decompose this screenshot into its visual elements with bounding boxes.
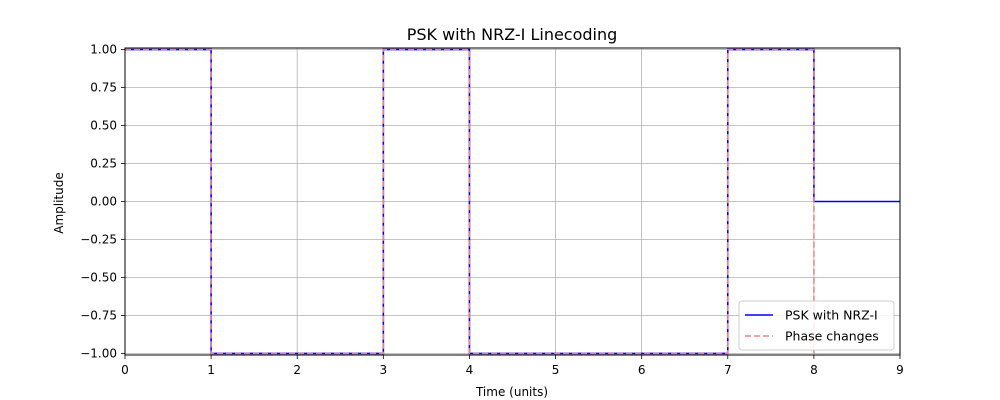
y-tick-label: 0.50 bbox=[90, 119, 117, 133]
chart-title: PSK with NRZ-I Linecoding bbox=[407, 25, 618, 44]
x-tick-label: 1 bbox=[207, 363, 215, 377]
axis-ticks: 0 1 2 3 4 5 6 7 8 9 1.00 0.75 0.50 0.25 0.00 −0.25 −0.50… bbox=[80, 43, 904, 377]
grid-lines bbox=[124, 48, 901, 355]
x-tick-label: 5 bbox=[552, 363, 560, 377]
legend-label: Phase changes bbox=[785, 329, 879, 344]
plot-series bbox=[125, 48, 900, 355]
y-tick-label: 0.25 bbox=[90, 157, 117, 171]
x-tick-label: 3 bbox=[380, 363, 388, 377]
x-tick-label: 7 bbox=[724, 363, 732, 377]
x-axis-label: Time (units) bbox=[475, 385, 548, 399]
x-tick-label: 9 bbox=[896, 363, 904, 377]
x-tick-label: 2 bbox=[293, 363, 301, 377]
y-tick-label: 0.75 bbox=[90, 81, 117, 95]
y-tick-label: 0.00 bbox=[90, 195, 117, 209]
x-tick-label: 4 bbox=[466, 363, 474, 377]
y-axis-label: Amplitude bbox=[52, 172, 66, 234]
x-tick-label: 0 bbox=[121, 363, 129, 377]
legend-box bbox=[738, 300, 895, 351]
y-tick-label: −1.00 bbox=[80, 346, 117, 360]
x-tick-label: 8 bbox=[810, 363, 818, 377]
x-tick-label: 6 bbox=[638, 363, 646, 377]
y-tick-label: −0.25 bbox=[80, 232, 117, 246]
y-tick-label: −0.50 bbox=[80, 270, 117, 284]
series-line-phase-changes bbox=[125, 48, 815, 355]
legend-label: PSK with NRZ-I bbox=[785, 308, 878, 323]
y-tick-label: 1.00 bbox=[90, 43, 117, 57]
legend: PSK with NRZ-I Phase changes bbox=[738, 300, 895, 351]
y-tick-label: −0.75 bbox=[80, 308, 117, 322]
